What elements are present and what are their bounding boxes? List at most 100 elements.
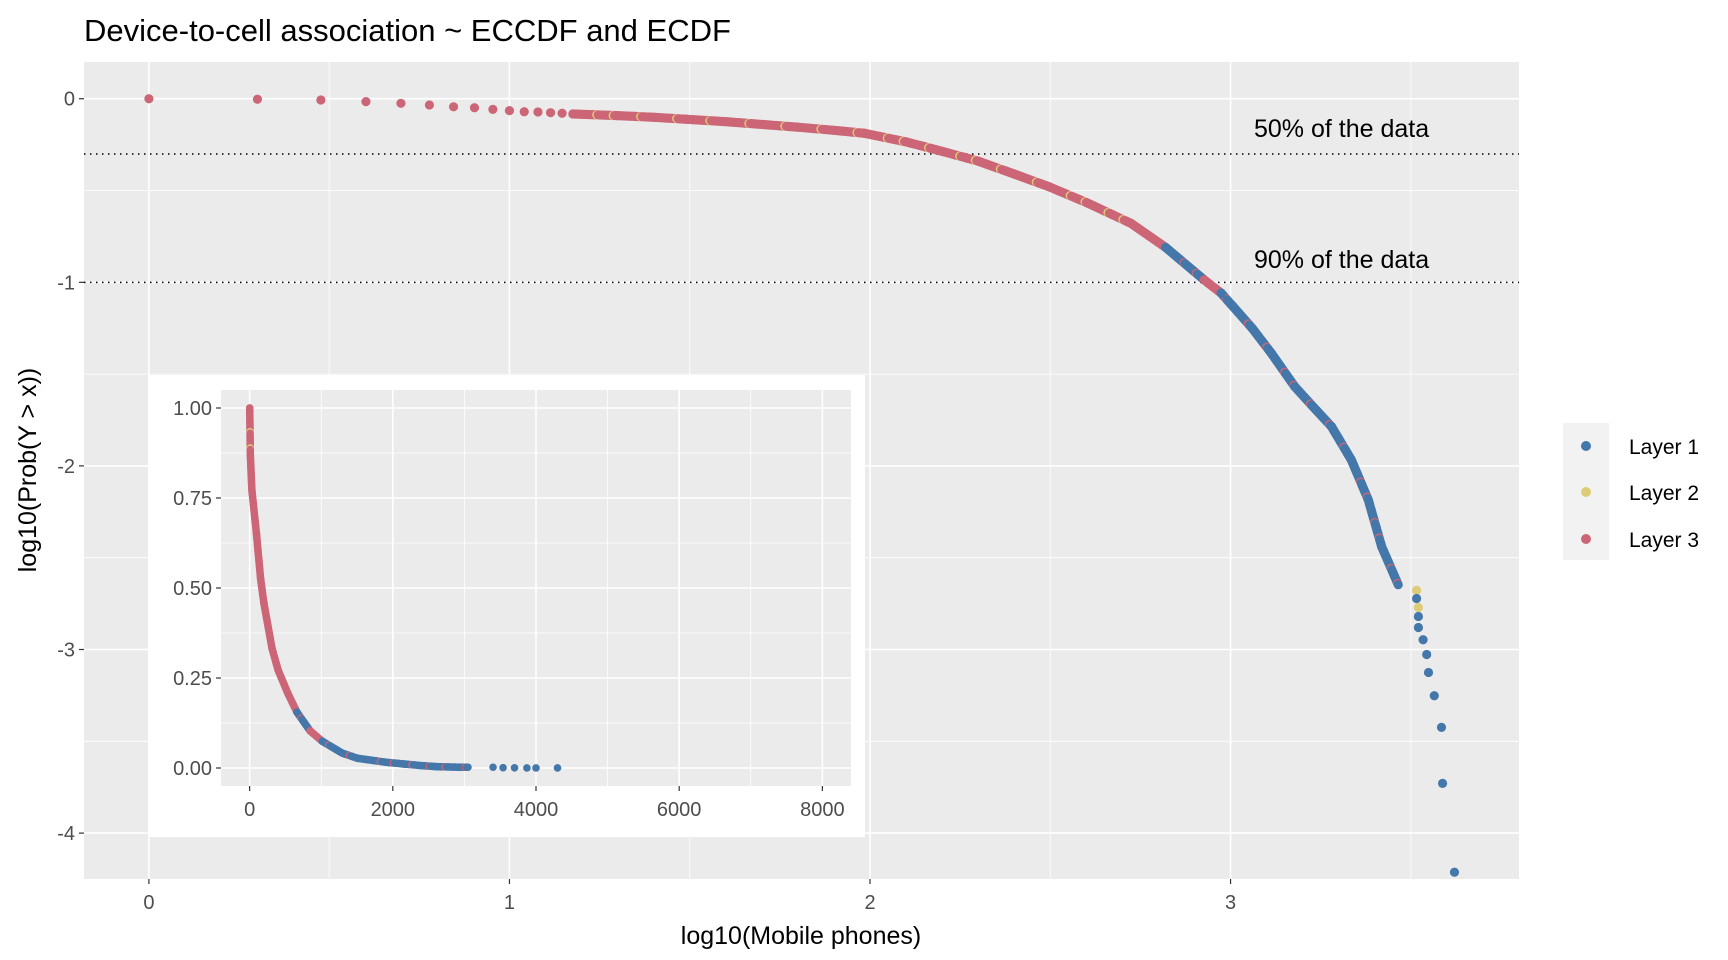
data-point (1161, 242, 1171, 253)
data-point (400, 760, 409, 768)
data-point (568, 109, 578, 119)
data-point (1436, 722, 1447, 732)
data-point (504, 106, 515, 116)
legend-marker-layer1 (1581, 441, 1591, 451)
data-point (469, 103, 480, 113)
data-point (316, 95, 326, 105)
data-point (1412, 585, 1422, 595)
data-point (424, 100, 435, 110)
x-tick-label: 3 (1225, 892, 1236, 914)
data-point (682, 114, 692, 124)
x-tick-label: 2 (864, 892, 875, 914)
data-point (418, 761, 426, 770)
data-point (464, 763, 472, 772)
y-tick-label: 0.50 (173, 578, 212, 600)
data-point (1126, 218, 1136, 228)
data-point (649, 112, 659, 122)
data-point (1346, 455, 1356, 465)
data-point (246, 451, 255, 460)
data-point (338, 749, 347, 758)
y-tick-label: -3 (57, 640, 75, 662)
data-point (859, 128, 869, 138)
data-point (1081, 197, 1091, 208)
data-point (1423, 667, 1434, 678)
legend-marker-layer2 (1581, 487, 1591, 497)
data-point (256, 574, 265, 583)
data-point (488, 104, 498, 114)
legend-marker-layer3 (1581, 534, 1591, 544)
data-point (1377, 541, 1387, 552)
y-tick-label: 0.00 (173, 758, 212, 780)
data-point (1247, 323, 1257, 333)
data-point (144, 94, 154, 104)
data-point (260, 599, 268, 608)
y-axis-title: log10(Prob(Y > x)) (14, 368, 42, 573)
data-point (1290, 381, 1300, 392)
data-point (721, 117, 731, 127)
data-point (1009, 169, 1019, 179)
data-point (1363, 495, 1373, 505)
legend-label-layer3: Layer 3 (1629, 529, 1699, 552)
legend-label-layer2: Layer 2 (1629, 482, 1699, 505)
data-point (283, 688, 292, 697)
x-tick-label: 2000 (371, 799, 416, 821)
data-point (757, 119, 767, 130)
data-point (1228, 301, 1238, 312)
data-point (433, 762, 442, 771)
x-axis-title: log10(Mobile phones) (681, 922, 921, 950)
x-tick-label: 6000 (657, 799, 702, 821)
y-tick-label: -1 (57, 272, 75, 294)
data-point (318, 737, 327, 746)
chart-title: Device-to-cell association ~ ECCDF and E… (84, 13, 731, 48)
data-point (829, 125, 839, 135)
data-point (489, 763, 497, 772)
data-point (454, 763, 463, 771)
data-point (1199, 275, 1209, 285)
data-point (793, 122, 803, 132)
y-tick-label: 0 (64, 89, 75, 111)
data-point (268, 644, 276, 653)
data-point (499, 763, 507, 772)
data-point (1308, 402, 1319, 412)
data-point (448, 102, 459, 112)
data-point (252, 94, 263, 104)
y-tick-label: -4 (57, 823, 75, 845)
x-tick-label: 0 (244, 799, 255, 821)
data-point (523, 764, 531, 772)
data-point (1413, 622, 1424, 633)
data-point (1437, 778, 1448, 788)
x-tick-label: 4000 (514, 799, 559, 821)
x-tick-label: 0 (143, 892, 154, 914)
data-point (901, 137, 911, 147)
data-point (293, 708, 301, 716)
data-point (545, 108, 556, 118)
data-point (553, 764, 562, 772)
annotation-90pct: 90% of the data (1254, 246, 1429, 274)
inset-plot: 0 2000 4000 6000 8000 0.00 0.25 0.50 0.75 1.00 (148, 375, 865, 837)
x-tick-label: 8000 (800, 799, 845, 821)
y-tick-label: -2 (57, 456, 75, 478)
data-point (353, 754, 362, 763)
data-point (248, 485, 256, 494)
x-tick-label: 1 (504, 892, 515, 914)
data-point (557, 108, 567, 118)
data-point (613, 111, 623, 121)
data-point (274, 666, 282, 674)
data-point (361, 97, 371, 107)
data-point (382, 758, 390, 767)
data-point (1326, 422, 1337, 432)
y-tick-label: 1.00 (173, 398, 212, 420)
data-point (519, 107, 529, 117)
data-point (1393, 580, 1403, 590)
data-point (245, 404, 254, 412)
y-tick-label: 0.75 (173, 488, 212, 510)
data-point (1413, 611, 1424, 622)
data-point (532, 764, 540, 772)
data-point (510, 763, 519, 772)
data-point (533, 107, 543, 117)
legend: Layer 1 Layer 2 Layer 3 (1563, 423, 1699, 560)
data-point (1216, 288, 1226, 298)
data-point (1422, 649, 1432, 660)
data-point (1429, 691, 1439, 701)
